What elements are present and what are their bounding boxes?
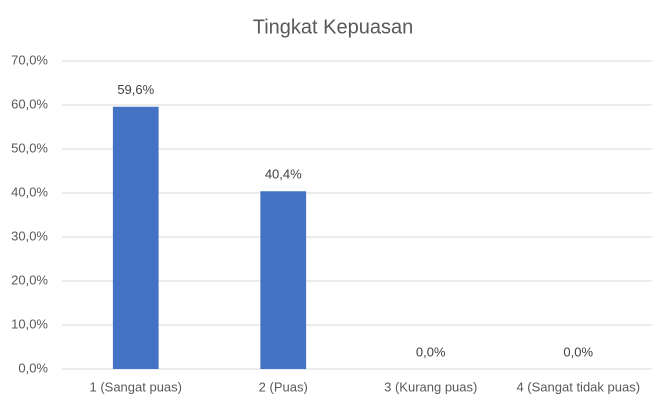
y-tick-label: 30,0% (11, 228, 48, 243)
y-tick-label: 40,0% (11, 184, 48, 199)
y-tick-label: 70,0% (11, 52, 48, 67)
y-tick-label: 10,0% (11, 316, 48, 331)
x-tick-label: 1 (Sangat puas) (89, 379, 182, 394)
y-tick-label: 60,0% (11, 96, 48, 111)
bar (112, 106, 159, 369)
value-label: 0,0% (416, 344, 446, 359)
x-tick-label: 4 (Sangat tidak puas) (516, 379, 640, 394)
y-tick-label: 50,0% (11, 140, 48, 155)
x-tick-label: 3 (Kurang puas) (384, 379, 477, 394)
x-tick-label: 2 (Puas) (259, 379, 308, 394)
value-label: 0,0% (563, 344, 593, 359)
chart-title: Tingkat Kepuasan (253, 16, 413, 38)
value-label: 40,4% (265, 167, 302, 182)
bar (260, 191, 307, 369)
value-label: 59,6% (117, 82, 154, 97)
y-tick-label: 0,0% (18, 360, 48, 375)
y-tick-label: 20,0% (11, 272, 48, 287)
